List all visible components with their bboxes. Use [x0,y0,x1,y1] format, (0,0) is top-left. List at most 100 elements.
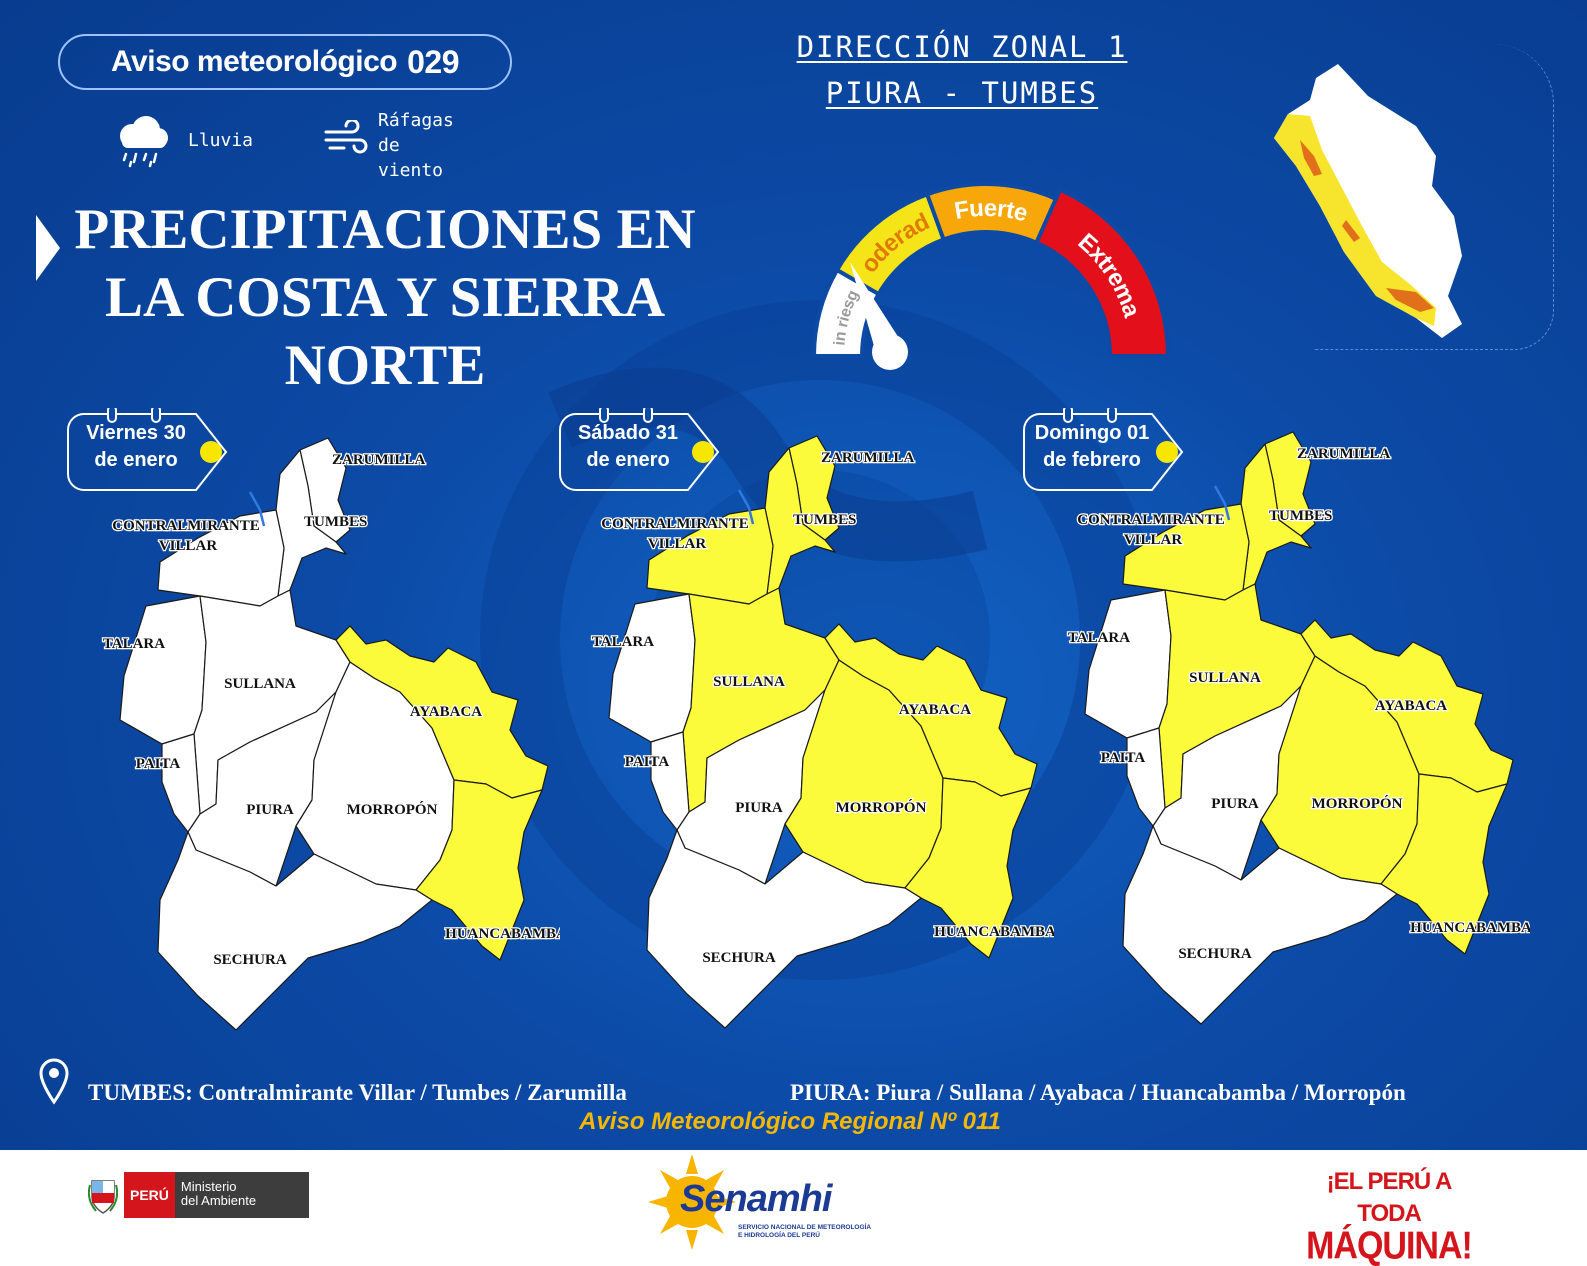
province-sechura [1122,825,1398,1025]
label-ayabaca: AYABACA [1375,698,1447,714]
peru-map-frame [1314,44,1554,350]
legend-rain-label: Lluvia [188,130,254,151]
peru-coat-of-arms-icon [88,1180,118,1214]
label-villar: VILLAR [159,538,218,554]
senamhi-sub-line-1: SERVICIO NACIONAL DE METEOROLOGÍA [738,1224,872,1231]
footer: PERÚ Ministerio del Ambiente Senamhi SER… [0,1150,1587,1266]
title-arrow-icon [36,215,60,281]
gauge-needle-hub [872,334,908,370]
province-cv [157,509,285,607]
label-talara: TALARA [103,636,165,652]
zone-heading: DIRECCIÓN ZONAL 1 PIURA - TUMBES [762,24,1162,116]
legend-wind-line-3: viento [378,160,444,181]
headline-line-3: NORTE [284,334,486,397]
day-3-line-1: Domingo 01 [1034,422,1150,444]
legend-wind-line-1: Ráfagas [378,110,454,131]
province-polygons [1084,431,1514,1025]
rain-cloud-icon [120,116,168,168]
day-tag-sunday: Domingo 01 de febrero [1022,405,1192,496]
label-contralmirante: CONTRALMIRANTE [112,518,260,534]
label-piura: PIURA [246,802,294,818]
gauge-segment-3 [1033,187,1171,358]
label-sullana: SULLANA [1189,670,1261,686]
ministry-line-2: del Ambiente [180,1193,257,1208]
ministry-logo: PERÚ Ministerio del Ambiente [88,1172,309,1218]
province-ayabaca [335,625,549,799]
province-paita [650,731,690,831]
province-talara [119,595,207,745]
ministry-line-1: Ministerio [180,1179,237,1194]
label-tumbes: TUMBES [1269,508,1332,524]
day-tag-saturday: Sábado 31 de enero [558,405,728,496]
province-huancabamba [904,777,1032,959]
label-sullana: SULLANA [713,674,785,690]
river-line [1213,485,1231,521]
label-ayabaca: AYABACA [899,702,971,718]
wind-gust-icon [324,120,368,154]
label-huancabamba: HUANCABAMBA [1410,920,1530,936]
regional-notice: Aviso Meteorológico Regional Nº 011 [579,1108,1001,1135]
sun-icon [648,1154,736,1250]
piura-provinces: PIURA: Piura / Sullana / Ayabaca / Huanc… [790,1080,1406,1105]
ministry-name: Ministerio del Ambiente [174,1172,309,1218]
province-sechura [646,829,922,1029]
label-tumbes: TUMBES [793,512,856,528]
province-huancabamba [415,779,543,961]
zone-line-2: PIURA - TUMBES [825,76,1099,110]
day-3-line-2: de febrero [1043,449,1141,471]
senamhi-logo: Senamhi SERVICIO NACIONAL DE METEOROLOGÍ… [648,1152,888,1262]
gauge-label-2: Fuerte [953,195,1031,227]
weather-alert-poster: Aviso meteorológico 029 Lluvia Ráfagas d… [0,0,1587,1150]
label-zarumilla: ZARUMILLA [821,450,915,466]
label-zarumilla: ZARUMILLA [332,452,426,468]
province-cv [1122,503,1250,601]
river-line [248,491,266,527]
label-sechura: SECHURA [213,952,287,968]
label-paita: PAITA [136,756,181,772]
senamhi-brand: Senamhi [680,1178,832,1220]
label-morropon: MORROPÓN [836,799,927,816]
tumbes-provinces: TUMBES: Contralmirante Villar / Tumbes /… [88,1080,627,1105]
day-1-line-1: Viernes 30 [86,422,186,444]
label-sechura: SECHURA [1178,946,1252,962]
slogan-line-2: MÁQUINA! [1306,1224,1473,1266]
label-villar: VILLAR [1124,532,1183,548]
river-line [737,489,755,525]
label-villar: VILLAR [648,536,707,552]
label-morropon: MORROPÓN [347,801,438,818]
headline-line-1: PRECIPITACIONES EN [74,198,696,261]
label-tumbes: TUMBES [304,514,367,530]
notice-title-pill: Aviso meteorológico 029 [58,34,512,90]
day-1-line-2: de enero [94,449,178,471]
province-cv [646,507,774,605]
label-paita: PAITA [1101,750,1146,766]
legend-rain: Lluvia [112,112,312,172]
label-ayabaca: AYABACA [410,704,482,720]
map-friday: ZARUMILLA TUMBES CONTRALMIRANTE VILLAR TALAR… [102,437,560,1031]
map-sunday: ZARUMILLA TUMBES CONTRALMIRANTE VILLAR TALAR… [1067,431,1530,1025]
label-huancabamba: HUANCABAMBA [934,924,1054,940]
risk-gauge: Sin riesgoModeradaFuerteExtrema [718,134,1171,370]
label-contralmirante: CONTRALMIRANTE [1077,512,1225,528]
day-tag-friday: Viernes 30 de enero [66,405,236,496]
province-huancabamba [1380,773,1508,955]
label-piura: PIURA [1211,796,1259,812]
label-talara: TALARA [1068,630,1130,646]
label-piura: PIURA [735,800,783,816]
slogan: ¡EL PERÚ A TODA MÁQUINA! [1304,1166,1474,1266]
map-saturday: ZARUMILLA TUMBES CONTRALMIRANTE VILLAR TALAR… [591,435,1054,1029]
senamhi-sub-line-2: E HIDROLOGÍA DEL PERÚ [738,1232,820,1239]
legend-wind-line-2: de [378,135,400,156]
peru-label: PERÚ [124,1172,175,1218]
province-ayabaca [824,623,1038,797]
headline-line-2: LA COSTA Y SIERRA [104,266,666,329]
senamhi-subtitle: SERVICIO NACIONAL DE METEOROLOGÍA E HIDR… [738,1224,878,1240]
notice-label: Aviso meteorológico [111,45,398,78]
label-contralmirante: CONTRALMIRANTE [601,516,749,532]
label-sullana: SULLANA [224,676,296,692]
province-polygons [119,437,549,1031]
slogan-line-1: ¡EL PERÚ A TODA [1326,1168,1453,1227]
label-morropon: MORROPÓN [1312,795,1403,812]
label-sechura: SECHURA [702,950,776,966]
peru-overview-map [1274,64,1462,338]
